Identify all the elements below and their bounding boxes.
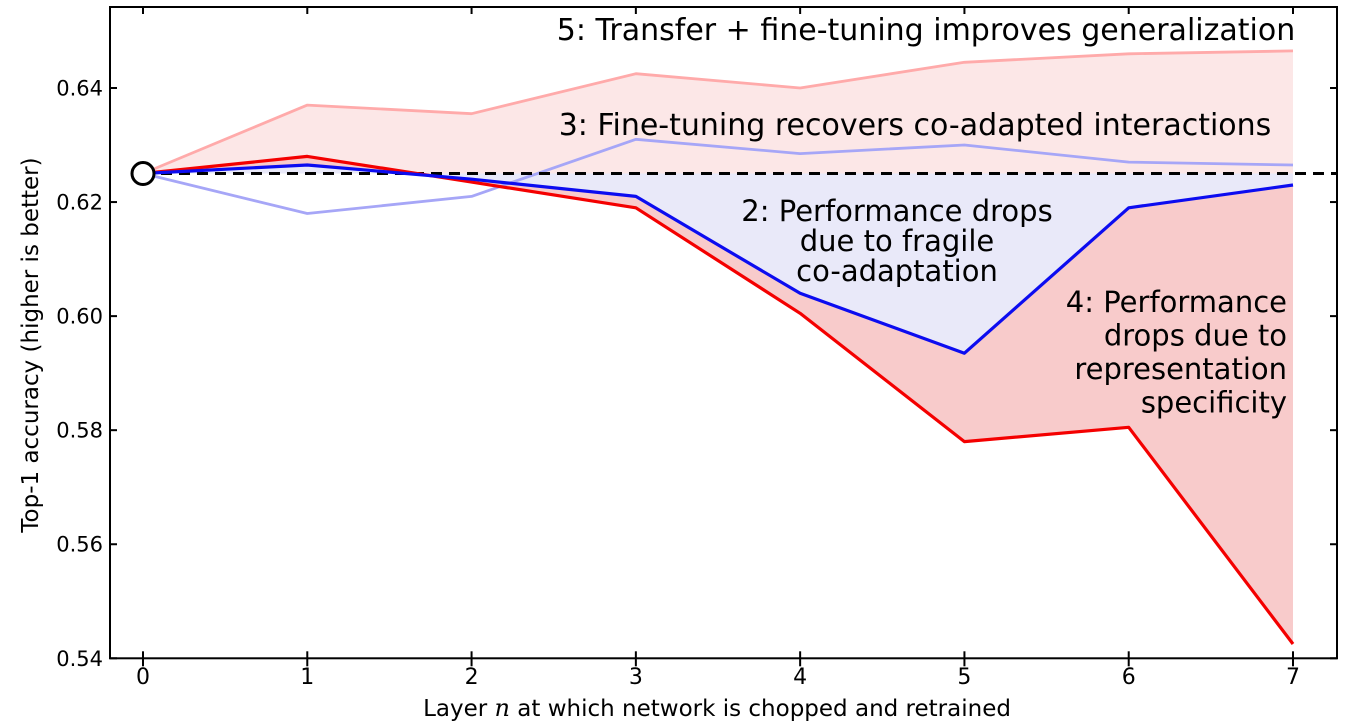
y-tick-label-0.60: 0.60 — [56, 305, 103, 329]
annotation-region-2-line-1: 2: Performance drops — [741, 194, 1052, 228]
x-axis-label: Layer n at which network is chopped and … — [423, 694, 1011, 722]
shaded-regions — [143, 50, 1293, 644]
y-tick-label-0.62: 0.62 — [56, 191, 103, 215]
y-axis-label: Top-1 accuracy (higher is better) — [18, 157, 44, 533]
x-tick-label-5: 5 — [957, 665, 971, 690]
main-series-lines — [142, 154, 1295, 645]
annotation-region-2-line-2: due to fragile — [800, 224, 994, 258]
fill-region-AnB-plus-to-baseline — [143, 50, 1293, 174]
x-axis-label-suffix: at which network is chopped and retraine… — [510, 696, 1011, 722]
x-tick-label-7: 7 — [1286, 665, 1300, 690]
base-case-marker — [130, 161, 156, 187]
annotation-region-4-line-1: 4: Performance — [1066, 285, 1287, 319]
series-line-BnB-plus — [142, 137, 1294, 215]
y-tick-label-0.58: 0.58 — [56, 419, 103, 443]
annotation-region-4-line-2: drops due to — [1104, 319, 1287, 353]
x-tick-label-1: 1 — [300, 665, 314, 690]
annotation-region-4-line-4: specificity — [1141, 386, 1287, 420]
region-annotations: 5: Transfer + fine-tuning improves gener… — [557, 13, 1295, 420]
fill-region-baseline-to-BnB — [143, 165, 1293, 354]
series-line-AnB — [142, 154, 1295, 645]
annotation-region-5-line-1: 5: Transfer + fine-tuning improves gener… — [557, 13, 1295, 48]
x-axis-label-math-n: n — [495, 694, 510, 722]
soft-series-lines — [142, 49, 1294, 215]
series-line-BnB — [142, 163, 1294, 355]
annotation-region-4-line-3: representation — [1074, 352, 1287, 386]
annotation-region-3-line-1: 3: Fine-tuning recovers co-adapted inter… — [559, 108, 1272, 143]
y-tick-label-0.64: 0.64 — [56, 77, 103, 101]
x-tick-label-3: 3 — [629, 665, 643, 690]
x-tick-label-0: 0 — [136, 665, 150, 690]
series-line-AnB-plus — [142, 49, 1294, 175]
x-axis-label-prefix: Layer — [423, 696, 494, 722]
tick-labels: 0.54 0.56 0.58 0.60 0.62 0.64 0 1 2 3 4 5 6 7 — [56, 77, 1300, 691]
y-tick-label-0.56: 0.56 — [56, 533, 103, 557]
axes-frame — [109, 6, 1338, 660]
y-tick-label-0.54: 0.54 — [56, 647, 103, 671]
plot-border — [109, 6, 1338, 660]
base-accuracy-marker — [130, 161, 156, 187]
x-tick-label-6: 6 — [1122, 665, 1136, 690]
annotation-region-2-line-3: co-adaptation — [796, 254, 998, 288]
x-tick-label-4: 4 — [793, 665, 807, 690]
axis-ticks — [110, 7, 1337, 667]
x-tick-label-2: 2 — [465, 665, 479, 690]
